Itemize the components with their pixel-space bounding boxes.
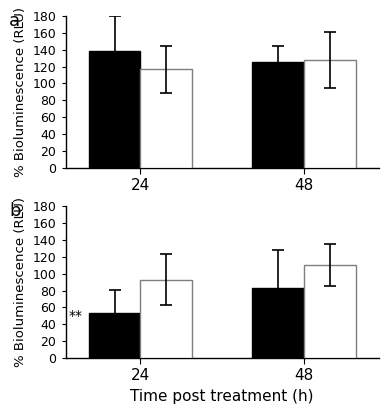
X-axis label: Time post treatment (h): Time post treatment (h) <box>130 389 314 404</box>
Bar <box>89 51 140 168</box>
Bar <box>140 69 192 168</box>
Bar <box>252 288 304 358</box>
Text: a: a <box>9 12 20 29</box>
Bar <box>252 62 304 168</box>
Y-axis label: % Bioluminescence (RLU): % Bioluminescence (RLU) <box>14 197 27 367</box>
Bar <box>89 313 140 358</box>
Bar <box>304 265 356 358</box>
Text: **: ** <box>69 308 83 322</box>
Bar <box>304 60 356 168</box>
Bar <box>140 280 192 358</box>
Y-axis label: % Bioluminescence (RLU): % Bioluminescence (RLU) <box>14 7 27 177</box>
Text: b: b <box>9 202 21 220</box>
